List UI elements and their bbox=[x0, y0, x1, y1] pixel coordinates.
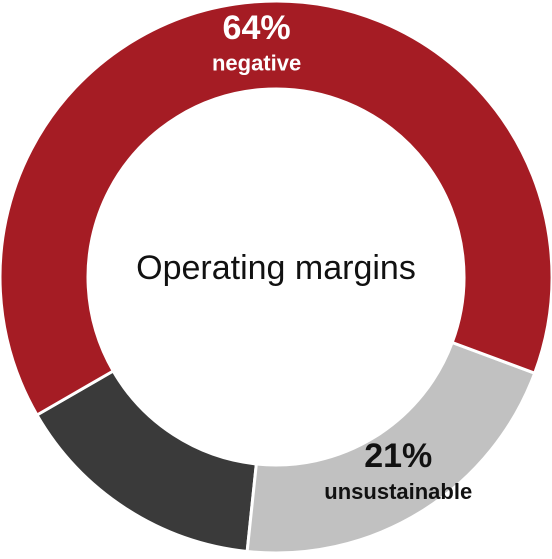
chart-title: Operating margins bbox=[136, 249, 416, 287]
donut-segment bbox=[34, 368, 258, 554]
donut-segment bbox=[0, 0, 552, 418]
value-label: 64% bbox=[223, 9, 291, 47]
category-label: negative bbox=[212, 51, 301, 76]
donut-segment bbox=[245, 340, 537, 555]
category-label: unsustainable bbox=[324, 479, 472, 504]
value-label: 21% bbox=[364, 437, 432, 475]
